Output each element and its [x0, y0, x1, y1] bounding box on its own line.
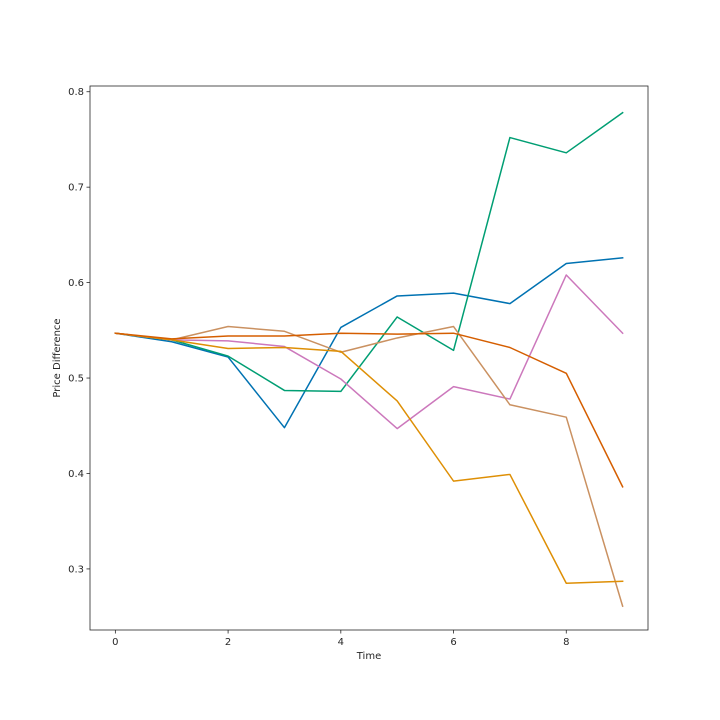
x-tick-label: 8 [563, 637, 569, 648]
series-line-6 [114, 332, 624, 488]
plot-area [90, 86, 648, 630]
x-tick-label: 4 [338, 637, 344, 648]
series-line-2 [114, 111, 624, 393]
x-tick-label: 6 [450, 637, 456, 648]
series-line-1 [114, 256, 624, 429]
y-tick-label: 0.6 [68, 278, 84, 289]
series-layer [114, 111, 624, 608]
series-line-4 [114, 325, 624, 608]
series-line-5 [114, 332, 624, 584]
axes-layer: 0 2 4 6 8 0.3 0.4 0.5 0.6 0.7 0.8 [68, 85, 649, 648]
y-tick-label: 0.4 [68, 469, 84, 480]
y-tick-label: 0.7 [68, 183, 84, 194]
y-tick-label: 0.8 [68, 87, 84, 98]
x-tick-label: 0 [112, 637, 118, 648]
y-tick-label: 0.3 [68, 564, 84, 575]
x-axis-label: Time [356, 651, 381, 662]
plot-background [90, 86, 648, 630]
axes-frame [89, 85, 649, 631]
y-axis-label: Price Difference [52, 318, 63, 397]
x-tick-label: 2 [225, 637, 231, 648]
series-line-3 [114, 274, 624, 430]
y-tick-label: 0.5 [68, 374, 84, 385]
